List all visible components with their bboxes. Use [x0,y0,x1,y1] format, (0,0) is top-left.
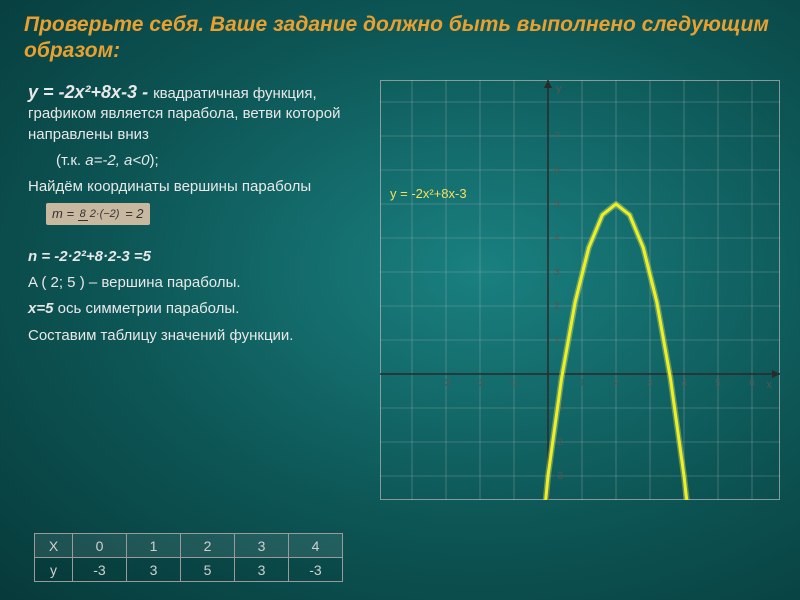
td: 3 [235,558,289,582]
svg-text:-3: -3 [442,378,451,389]
td: -3 [73,558,127,582]
svg-text:x: x [767,379,773,391]
equation: y = -2x²+8x-3 [28,82,137,102]
svg-text:y: y [556,83,562,95]
value-table: X 0 1 2 3 4 y -3 3 5 3 -3 [34,533,343,582]
m-den: 2·(−2) [88,208,122,220]
page-title: Проверьте себя. Ваше задание должно быть… [24,12,776,65]
desc-2a: (т.к. [56,152,85,169]
td: y [35,558,73,582]
parabola-chart: -3-2-1123456-4-3-2-11234567xy [380,80,780,500]
td: 5 [181,558,235,582]
axis-rest: ось симметрии параболы. [53,300,239,317]
m-res: = 2 [125,206,143,221]
svg-text:1: 1 [554,335,560,346]
th: 1 [127,534,181,558]
explanation-block: y = -2x²+8x-3 - квадратичная функция, гр… [28,80,368,352]
m-formula: m = 82·(−2) = 2 [46,203,150,225]
a-clause: a=-2, a<0 [85,152,149,169]
th: 0 [73,534,127,558]
th: 2 [181,534,235,558]
svg-text:1: 1 [579,378,585,389]
eq-dash: - [137,82,153,102]
svg-text:2: 2 [613,378,619,389]
th: 4 [289,534,343,558]
svg-text:4: 4 [554,233,560,244]
vertex-line: A ( 2; 5 ) – вершина параболы. [28,273,368,293]
td: 3 [127,558,181,582]
line-vertex-intro: Найдём координаты вершины параболы [28,177,368,197]
svg-text:-3: -3 [554,471,563,482]
svg-text:4: 4 [681,378,687,389]
table-row: X 0 1 2 3 4 [35,534,343,558]
th: 3 [235,534,289,558]
svg-text:7: 7 [554,131,560,142]
desc-2b: ); [150,152,159,169]
n-line: n = -2·2²+8·2-3 =5 [28,248,151,265]
svg-text:6: 6 [554,165,560,176]
last-line: Составим таблицу значений функции. [28,326,368,346]
th: X [35,534,73,558]
svg-text:3: 3 [554,267,560,278]
svg-text:-2: -2 [476,378,485,389]
axis-pre: x=5 [28,300,53,317]
m-num: 8 [78,208,88,221]
svg-text:3: 3 [647,378,653,389]
table-row: y -3 3 5 3 -3 [35,558,343,582]
svg-text:6: 6 [749,378,755,389]
svg-text:5: 5 [715,378,721,389]
svg-text:5: 5 [554,199,560,210]
svg-text:2: 2 [554,301,560,312]
m-left: m = [52,206,74,221]
svg-text:-1: -1 [510,378,519,389]
td: -3 [289,558,343,582]
